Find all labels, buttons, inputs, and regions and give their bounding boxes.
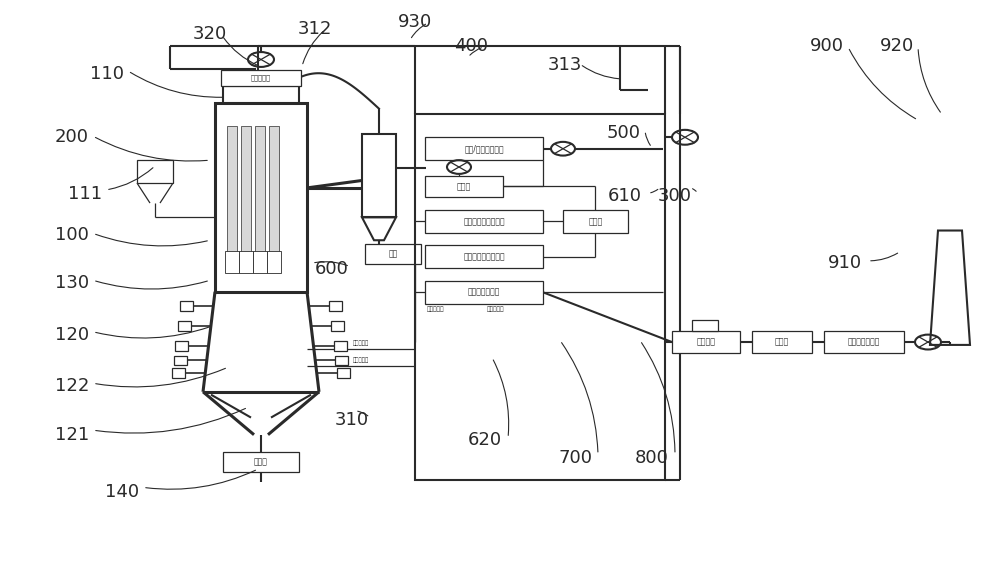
Bar	[752, 331, 812, 353]
Bar	[335, 356, 348, 365]
Bar	[172, 368, 185, 378]
Text: 700: 700	[558, 448, 592, 467]
Bar	[365, 244, 421, 264]
Bar	[255, 126, 265, 252]
Bar	[174, 356, 187, 365]
Bar	[425, 281, 543, 304]
Text: 600: 600	[315, 260, 349, 278]
Text: 910: 910	[828, 254, 862, 272]
Text: 120: 120	[55, 325, 89, 344]
Text: 500: 500	[607, 124, 641, 142]
Text: 312: 312	[298, 19, 332, 38]
Bar	[334, 341, 347, 351]
Bar	[563, 210, 628, 233]
Text: 蒸汽从入口: 蒸汽从入口	[487, 306, 505, 312]
Text: 100: 100	[55, 225, 89, 244]
Bar	[175, 341, 188, 351]
Bar	[672, 331, 740, 353]
Text: 蒸汽从入口: 蒸汽从入口	[427, 306, 444, 312]
Bar	[178, 321, 191, 331]
Text: 第一气体混合器: 第一气体混合器	[468, 288, 500, 297]
Text: 省煤器: 省煤器	[775, 337, 789, 347]
Text: 200: 200	[55, 128, 89, 146]
Bar	[253, 251, 267, 273]
Bar	[180, 301, 193, 311]
Bar	[692, 320, 718, 331]
Bar	[241, 126, 251, 252]
Bar	[824, 331, 904, 353]
Text: 121: 121	[55, 426, 89, 444]
Text: 122: 122	[55, 377, 89, 395]
Bar	[239, 251, 253, 273]
Bar	[223, 86, 299, 103]
Text: 第一周气蒸汽换热器: 第一周气蒸汽换热器	[463, 217, 505, 226]
Bar	[425, 210, 543, 233]
Text: 610: 610	[608, 186, 642, 205]
Text: 900: 900	[810, 37, 844, 55]
Text: 320: 320	[193, 25, 227, 43]
Bar	[329, 301, 342, 311]
Text: 冷渣机: 冷渣机	[254, 458, 268, 466]
Text: 空气/煤气换热热器: 空气/煤气换热热器	[464, 144, 504, 153]
Text: 余热锅炉: 余热锅炉	[697, 337, 716, 347]
Text: 给料控制器: 给料控制器	[251, 74, 271, 81]
Text: 料箱: 料箱	[388, 250, 398, 259]
Bar	[425, 176, 503, 197]
Bar	[221, 70, 301, 86]
Text: 920: 920	[880, 37, 914, 55]
Bar	[331, 321, 344, 331]
Text: 313: 313	[548, 56, 582, 74]
Text: 110: 110	[90, 65, 124, 84]
Bar	[227, 126, 237, 252]
Text: 分气缸: 分气缸	[588, 217, 603, 226]
Bar	[269, 126, 279, 252]
Text: 400: 400	[454, 37, 488, 55]
Text: 蒸汽从入口: 蒸汽从入口	[353, 358, 369, 363]
Bar	[223, 452, 299, 472]
Text: 620: 620	[468, 431, 502, 450]
Text: 310: 310	[335, 411, 369, 430]
Text: 蒸汽从入口: 蒸汽从入口	[353, 340, 369, 346]
Bar	[337, 368, 350, 378]
Bar	[415, 114, 665, 480]
Bar	[137, 160, 173, 183]
Text: 关键炉: 关键炉	[457, 182, 471, 191]
Text: 第二周气蒸汽换热器: 第二周气蒸汽换热器	[463, 252, 505, 261]
Text: 800: 800	[635, 448, 669, 467]
Text: 烟气布袋除尘器: 烟气布袋除尘器	[848, 337, 880, 347]
Bar	[425, 245, 543, 268]
Text: 111: 111	[68, 185, 102, 204]
Text: 140: 140	[105, 483, 139, 501]
Bar	[267, 251, 281, 273]
Bar	[362, 134, 396, 217]
Text: 930: 930	[398, 13, 432, 31]
Bar	[425, 137, 543, 160]
Text: 300: 300	[658, 186, 692, 205]
Text: 130: 130	[55, 274, 89, 292]
Bar	[215, 103, 307, 292]
Bar	[225, 251, 239, 273]
